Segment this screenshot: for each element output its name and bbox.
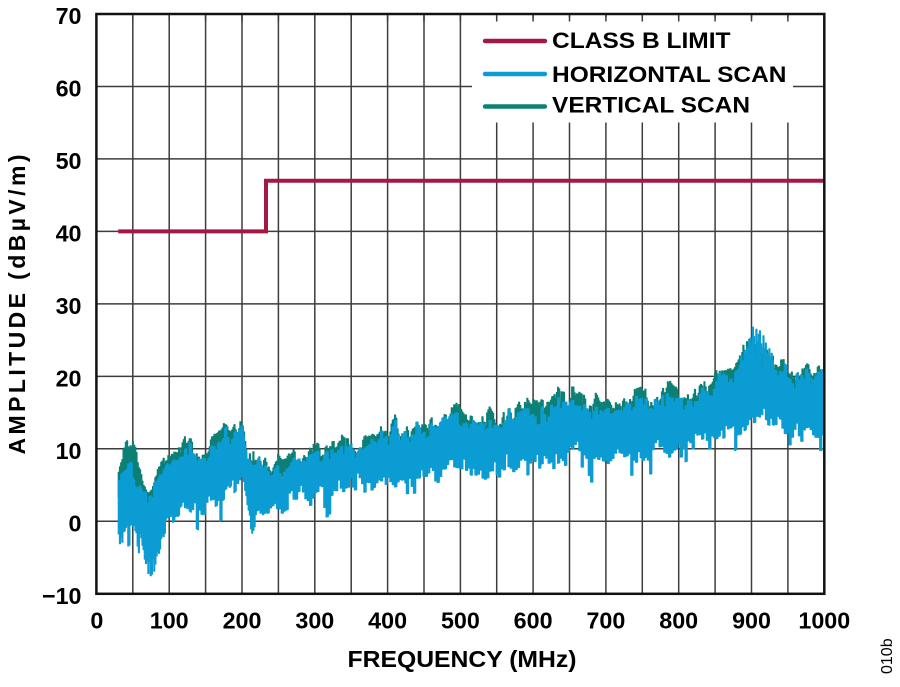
- svg-text:300: 300: [295, 608, 334, 634]
- svg-text:60: 60: [56, 76, 82, 102]
- svg-text:70: 70: [56, 3, 82, 29]
- svg-text:AMPLITUDE (dBµV/m): AMPLITUDE (dBµV/m): [4, 155, 30, 455]
- svg-text:600: 600: [514, 608, 553, 634]
- svg-text:010b: 010b: [879, 638, 896, 674]
- svg-text:VERTICAL SCAN: VERTICAL SCAN: [552, 92, 750, 117]
- svg-text:900: 900: [732, 608, 771, 634]
- svg-text:50: 50: [56, 148, 82, 174]
- svg-text:500: 500: [441, 608, 480, 634]
- svg-text:FREQUENCY (MHz): FREQUENCY (MHz): [348, 646, 577, 672]
- svg-text:0: 0: [90, 608, 103, 634]
- svg-text:10: 10: [56, 438, 82, 464]
- svg-text:40: 40: [56, 220, 82, 246]
- svg-text:20: 20: [56, 365, 82, 391]
- svg-text:CLASS B LIMIT: CLASS B LIMIT: [552, 28, 731, 53]
- svg-text:0: 0: [69, 510, 82, 536]
- svg-text:100: 100: [150, 608, 189, 634]
- svg-text:1000: 1000: [798, 608, 850, 634]
- svg-text:200: 200: [223, 608, 262, 634]
- svg-text:800: 800: [659, 608, 698, 634]
- svg-text:HORIZONTAL SCAN: HORIZONTAL SCAN: [552, 62, 787, 87]
- svg-text:−10: −10: [42, 583, 82, 609]
- svg-text:30: 30: [56, 293, 82, 319]
- svg-text:400: 400: [368, 608, 407, 634]
- svg-text:700: 700: [586, 608, 625, 634]
